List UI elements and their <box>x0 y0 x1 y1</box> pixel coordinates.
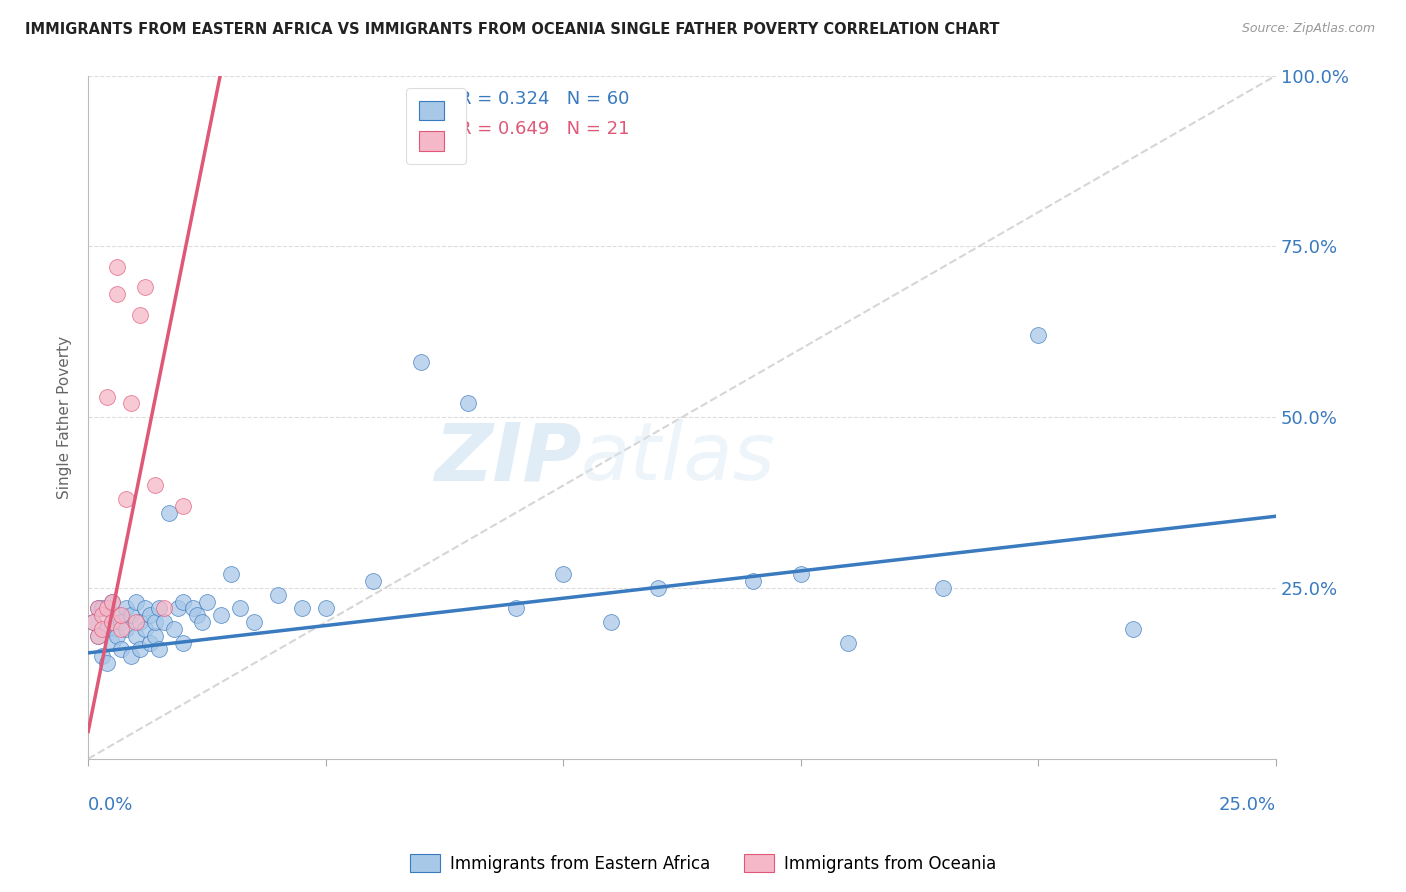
Point <box>110 615 132 629</box>
Point <box>148 642 170 657</box>
Point <box>101 594 124 608</box>
Point <box>91 608 114 623</box>
Point <box>115 492 138 507</box>
Point <box>124 629 146 643</box>
Point <box>134 622 156 636</box>
Point <box>129 615 152 629</box>
Point <box>101 615 124 629</box>
Point <box>457 396 479 410</box>
Text: R = 0.324   N = 60: R = 0.324 N = 60 <box>458 90 628 109</box>
Point <box>124 594 146 608</box>
Point <box>143 478 166 492</box>
Text: Source: ZipAtlas.com: Source: ZipAtlas.com <box>1241 22 1375 36</box>
Point <box>143 629 166 643</box>
Point <box>157 506 180 520</box>
Y-axis label: Single Father Poverty: Single Father Poverty <box>58 335 72 499</box>
Point <box>139 608 162 623</box>
Point <box>1122 622 1144 636</box>
Point <box>105 608 128 623</box>
Point <box>291 601 314 615</box>
Point <box>790 567 813 582</box>
Point <box>209 608 232 623</box>
Point <box>129 308 152 322</box>
Point <box>143 615 166 629</box>
Point <box>172 499 194 513</box>
Point <box>105 629 128 643</box>
Point <box>219 567 242 582</box>
Point <box>105 260 128 274</box>
Point <box>191 615 214 629</box>
Point <box>91 601 114 615</box>
Point <box>134 280 156 294</box>
Point <box>315 601 337 615</box>
Point <box>96 601 118 615</box>
Point <box>837 635 859 649</box>
Point <box>932 581 955 595</box>
Point <box>153 615 176 629</box>
Point <box>134 601 156 615</box>
Point <box>409 355 432 369</box>
Point <box>82 615 104 629</box>
Point <box>148 601 170 615</box>
Point <box>91 649 114 664</box>
Point <box>120 649 142 664</box>
Point <box>86 601 108 615</box>
Point <box>82 615 104 629</box>
Point <box>91 622 114 636</box>
Text: ZIP: ZIP <box>433 419 581 497</box>
Point <box>163 622 186 636</box>
Point <box>120 608 142 623</box>
Point <box>181 601 204 615</box>
Point <box>599 615 621 629</box>
Text: IMMIGRANTS FROM EASTERN AFRICA VS IMMIGRANTS FROM OCEANIA SINGLE FATHER POVERTY : IMMIGRANTS FROM EASTERN AFRICA VS IMMIGR… <box>25 22 1000 37</box>
Point <box>96 656 118 670</box>
Point <box>361 574 384 588</box>
Point <box>172 594 194 608</box>
Text: 25.0%: 25.0% <box>1219 797 1277 814</box>
Point <box>229 601 252 615</box>
Point <box>115 622 138 636</box>
Point <box>110 608 132 623</box>
Point <box>139 635 162 649</box>
Point <box>195 594 218 608</box>
Point <box>243 615 266 629</box>
Point <box>101 635 124 649</box>
Point <box>129 642 152 657</box>
Point <box>110 622 132 636</box>
Point <box>505 601 527 615</box>
Point <box>186 608 208 623</box>
Point <box>267 588 290 602</box>
Point <box>153 601 176 615</box>
Text: 0.0%: 0.0% <box>89 797 134 814</box>
Point <box>96 622 118 636</box>
Point <box>115 601 138 615</box>
Point <box>86 629 108 643</box>
Point <box>742 574 765 588</box>
Point <box>120 396 142 410</box>
Text: R = 0.649   N = 21: R = 0.649 N = 21 <box>458 120 630 138</box>
Point <box>86 629 108 643</box>
Legend: , : , <box>406 88 465 164</box>
Point <box>553 567 575 582</box>
Point <box>96 390 118 404</box>
Point <box>172 635 194 649</box>
Point <box>110 642 132 657</box>
Point <box>124 615 146 629</box>
Point <box>647 581 669 595</box>
Point <box>86 601 108 615</box>
Point <box>101 594 124 608</box>
Point <box>167 601 190 615</box>
Point <box>105 287 128 301</box>
Legend: Immigrants from Eastern Africa, Immigrants from Oceania: Immigrants from Eastern Africa, Immigran… <box>404 847 1002 880</box>
Text: atlas: atlas <box>581 419 776 497</box>
Point <box>1028 328 1050 343</box>
Point <box>101 615 124 629</box>
